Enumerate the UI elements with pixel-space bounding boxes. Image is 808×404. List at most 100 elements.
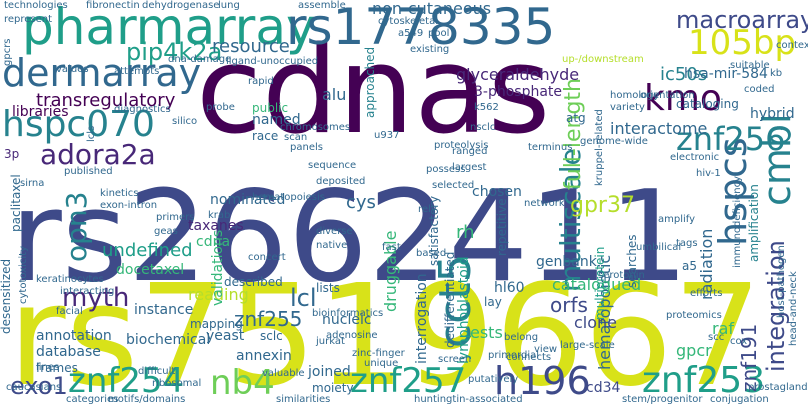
word-multiprotein: multiprotein <box>593 247 607 320</box>
word-approached: approached <box>363 47 377 118</box>
word-chosen: chosen <box>472 184 522 200</box>
word-zinc-finger: zinc-finger <box>352 348 406 359</box>
word-moiety: moiety <box>312 381 354 395</box>
word-unique: unique <box>364 358 398 369</box>
word-attempts: attempts <box>114 66 159 77</box>
word-fibronectin: fibronectin <box>86 0 140 11</box>
word-database: database <box>36 344 101 360</box>
word-validations: validations <box>210 230 226 306</box>
word-cytotoxicity: cytotoxicity <box>18 246 29 304</box>
word-connects: connects <box>506 352 551 363</box>
word-existing: existing <box>410 44 449 55</box>
word-pool: pool <box>428 28 449 39</box>
word-deposited: deposited <box>316 176 365 187</box>
word-cox: cox <box>730 336 747 347</box>
word-diverse: diverse <box>316 226 353 237</box>
word-difficult: difficult <box>138 366 175 377</box>
word-lists: lists <box>316 281 340 295</box>
word-gpcr: gpcr <box>676 341 712 360</box>
word-caucasians: caucasians <box>6 382 61 393</box>
word-motifs-domains: motifs/domains <box>108 394 185 404</box>
word-technologies: technologies <box>4 0 68 11</box>
word-published: published <box>64 166 113 177</box>
word-coded: coded <box>744 84 774 95</box>
word-public: public <box>252 101 288 115</box>
word-efforts: efforts <box>690 288 722 299</box>
word-possess: possess <box>426 164 465 175</box>
word-diagnostics: diagnostics <box>114 104 171 115</box>
word-ligand-unoccupied: ligand-unoccupied <box>226 56 318 67</box>
word-concert: concert <box>248 252 286 263</box>
word-cd34: cd34 <box>586 380 620 396</box>
word-proteolysis: proteolysis <box>434 140 488 151</box>
word-fast: fast <box>382 242 401 253</box>
word-amplification: amplification <box>747 184 761 262</box>
word-race: race <box>252 129 278 143</box>
word-repetitive: repetitive <box>495 198 509 256</box>
word-keratinocytes: keratinocytes <box>36 274 104 285</box>
word-suitable: suitable <box>730 60 770 71</box>
word-alu: alu <box>322 85 346 104</box>
word-based: based <box>416 248 446 259</box>
word-genbank: genbank <box>536 254 598 270</box>
word-probe: probe <box>206 102 235 113</box>
word-hl60: hl60 <box>494 280 525 296</box>
word-terminus: terminus <box>528 142 572 153</box>
word-belong: belong <box>504 332 538 343</box>
word-values: values <box>56 64 89 75</box>
word-dna-damage: dna-damage <box>168 54 231 65</box>
word-immunodeficiency: immunodeficiency <box>732 176 743 268</box>
word-instance: instance <box>134 302 193 318</box>
word-krab: krab <box>208 210 230 221</box>
word-large-scale: large-scale <box>560 340 615 351</box>
word-a5: a5 <box>682 259 697 273</box>
word-gpcrs: gpcrs <box>2 38 13 66</box>
word-3-phosphate: 3-phosphate <box>474 84 562 100</box>
word-geas: geas <box>154 226 178 237</box>
word-libraries: libraries <box>12 104 69 120</box>
word-tags: tags <box>676 238 698 249</box>
word-valuable: valuable <box>262 368 305 379</box>
word-lymphoblastoid: lymphoblastoid <box>456 256 472 364</box>
word-native: native <box>316 240 347 251</box>
word-serotonin: serotonin <box>598 270 645 281</box>
word-k562: k562 <box>474 102 499 113</box>
word-similarities: similarities <box>276 394 330 404</box>
word-cytoskeletal: cytoskeletal <box>378 16 438 27</box>
word-kruppel-related: kruppel-related <box>594 109 605 186</box>
word-lcls: lcls <box>86 126 97 142</box>
word-exon-intron: exon-intron <box>100 200 157 211</box>
word-u937: u937 <box>374 130 399 141</box>
word-facial: facial <box>56 306 83 317</box>
word-dedifferentiated: dedifferentiated <box>443 252 457 348</box>
word-sirna: sirna <box>20 178 44 189</box>
word-atg: atg <box>566 111 586 125</box>
word-hybrid: hybrid <box>750 106 795 122</box>
word-variety: variety <box>610 102 645 113</box>
word-umbilical: umbilical <box>636 242 681 253</box>
word-opn3: opn3 <box>60 192 93 262</box>
word-stem-progenitor: stem/progenitor <box>622 394 703 404</box>
word-dehydrogenase: dehydrogenase <box>142 0 219 11</box>
word-hematopoiesis: hematopoiesis <box>252 192 325 203</box>
word-docetaxel: docetaxel <box>116 262 184 278</box>
word-biochemical: biochemical <box>126 332 210 348</box>
word-screen: screen <box>438 354 471 365</box>
word-contexts: contexts <box>776 40 808 51</box>
word-lines: lines <box>36 362 59 373</box>
word-amplify: amplify <box>658 214 695 225</box>
word-represent: represent <box>4 14 52 25</box>
word-conjugation: conjugation <box>710 394 769 404</box>
word-nsclc: nsclc <box>470 122 495 133</box>
word-electronic: electronic <box>670 152 719 163</box>
word-hiv-1: hiv-1 <box>696 168 721 179</box>
word-lung: lung <box>218 0 240 11</box>
word-macroarray: macroarray <box>676 6 808 34</box>
word-chromosomes: chromosomes <box>280 122 350 133</box>
word-host-pathogen: host-pathogen <box>776 245 787 318</box>
word-jurkat: jurkat <box>315 336 345 347</box>
word-joined: joined <box>307 364 351 380</box>
word-interrogation: interrogation <box>414 273 430 364</box>
